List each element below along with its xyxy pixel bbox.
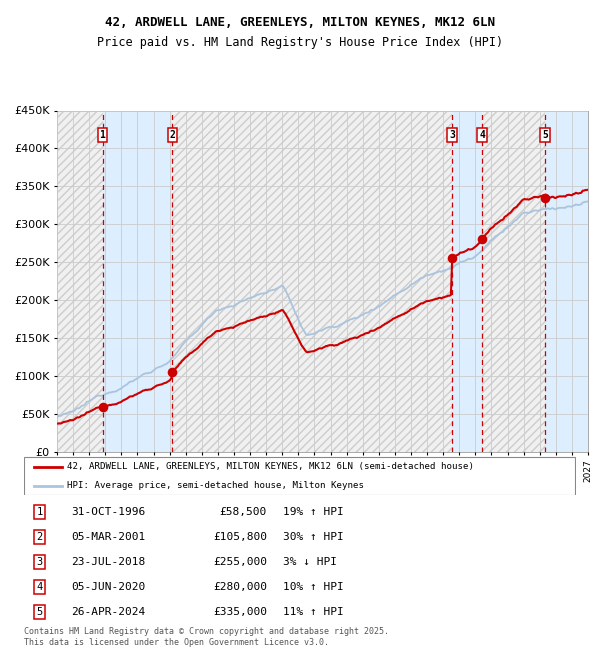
- Text: 3: 3: [37, 557, 43, 567]
- Text: Price paid vs. HM Land Registry's House Price Index (HPI): Price paid vs. HM Land Registry's House …: [97, 36, 503, 49]
- Text: 42, ARDWELL LANE, GREENLEYS, MILTON KEYNES, MK12 6LN: 42, ARDWELL LANE, GREENLEYS, MILTON KEYN…: [105, 16, 495, 29]
- Text: 1: 1: [100, 130, 106, 140]
- Text: 10% ↑ HPI: 10% ↑ HPI: [283, 582, 344, 592]
- Text: 19% ↑ HPI: 19% ↑ HPI: [283, 507, 344, 517]
- FancyBboxPatch shape: [24, 457, 575, 495]
- Text: HPI: Average price, semi-detached house, Milton Keynes: HPI: Average price, semi-detached house,…: [67, 481, 364, 490]
- Text: 31-OCT-1996: 31-OCT-1996: [71, 507, 145, 517]
- Bar: [482, 111, 545, 452]
- Text: 4: 4: [479, 130, 485, 140]
- Text: 5: 5: [542, 130, 548, 140]
- Text: £255,000: £255,000: [213, 557, 267, 567]
- Text: 23-JUL-2018: 23-JUL-2018: [71, 557, 145, 567]
- Text: 26-APR-2024: 26-APR-2024: [71, 607, 145, 617]
- Point: [447, 253, 457, 264]
- Text: 05-MAR-2001: 05-MAR-2001: [71, 532, 145, 542]
- Text: 2: 2: [37, 532, 43, 542]
- Bar: [545, 111, 588, 452]
- Point: [478, 234, 487, 244]
- Text: 5: 5: [37, 607, 43, 617]
- Bar: [57, 111, 103, 452]
- Point: [98, 402, 107, 413]
- Point: [540, 192, 550, 203]
- Text: 3% ↓ HPI: 3% ↓ HPI: [283, 557, 337, 567]
- Text: 3: 3: [449, 130, 455, 140]
- Text: £280,000: £280,000: [213, 582, 267, 592]
- Text: £105,800: £105,800: [213, 532, 267, 542]
- Bar: [103, 111, 172, 452]
- Text: 11% ↑ HPI: 11% ↑ HPI: [283, 607, 344, 617]
- Text: 30% ↑ HPI: 30% ↑ HPI: [283, 532, 344, 542]
- Text: This data is licensed under the Open Government Licence v3.0.: This data is licensed under the Open Gov…: [24, 638, 329, 647]
- Bar: [452, 111, 482, 452]
- Text: 1: 1: [37, 507, 43, 517]
- Bar: [172, 111, 452, 452]
- Text: 05-JUN-2020: 05-JUN-2020: [71, 582, 145, 592]
- Text: 2: 2: [169, 130, 175, 140]
- Text: Contains HM Land Registry data © Crown copyright and database right 2025.: Contains HM Land Registry data © Crown c…: [24, 627, 389, 636]
- Text: £58,500: £58,500: [220, 507, 267, 517]
- Text: 4: 4: [37, 582, 43, 592]
- Point: [167, 367, 177, 377]
- Text: £335,000: £335,000: [213, 607, 267, 617]
- Text: 42, ARDWELL LANE, GREENLEYS, MILTON KEYNES, MK12 6LN (semi-detached house): 42, ARDWELL LANE, GREENLEYS, MILTON KEYN…: [67, 462, 474, 471]
